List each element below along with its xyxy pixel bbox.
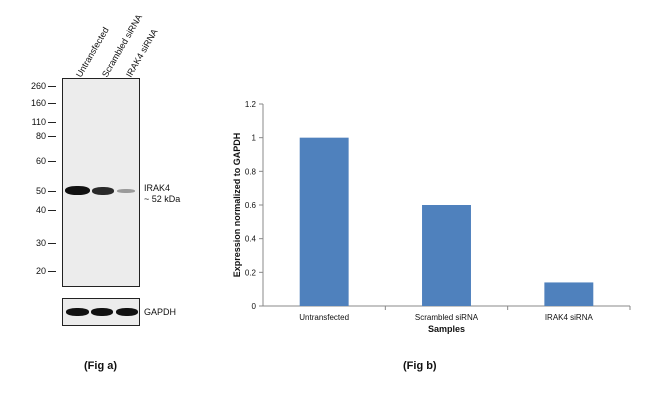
marker-tick <box>48 86 56 87</box>
marker-80: 80 <box>35 131 46 141</box>
y-tick-label: 0.2 <box>245 268 257 277</box>
fig-a-caption: (Fig a) <box>84 360 117 372</box>
band-irak4-untransfected <box>65 186 90 195</box>
marker-tick <box>48 243 56 244</box>
marker-tick <box>48 271 56 272</box>
y-tick-label: 0.6 <box>245 201 257 210</box>
marker-260: 260 <box>30 81 46 91</box>
blot-membrane-irak4 <box>62 78 140 287</box>
marker-60: 60 <box>35 156 46 166</box>
gapdh-label: GAPDH <box>144 307 177 317</box>
irak4-band-label: IRAK4 ~ 52 kDa <box>144 183 181 204</box>
band-gapdh-untransfected <box>66 308 89 316</box>
y-tick-label: 1 <box>252 134 257 143</box>
blot-membrane-gapdh <box>62 298 140 326</box>
marker-tick <box>48 103 56 104</box>
marker-40: 40 <box>35 205 46 215</box>
marker-30: 30 <box>35 238 46 248</box>
marker-tick <box>48 161 56 162</box>
y-axis-title: Expression normalized to GAPDH <box>232 133 242 278</box>
marker-tick <box>48 210 56 211</box>
band-gapdh-scrambled <box>91 308 113 316</box>
x-tick-label: Scrambled siRNA <box>415 313 479 322</box>
y-tick-label: 0.4 <box>245 235 257 244</box>
band-irak4-sirna <box>117 189 135 193</box>
x-tick-label: Untransfected <box>299 313 349 322</box>
bar-untransfected <box>299 137 349 306</box>
y-tick-label: 0.8 <box>245 167 257 176</box>
bar-scrambled-sirna <box>422 205 471 306</box>
fig-b-caption: (Fig b) <box>403 360 437 372</box>
marker-tick <box>48 136 56 137</box>
marker-160: 160 <box>30 98 46 108</box>
marker-110: 110 <box>31 117 46 127</box>
x-tick-label: IRAK4 siRNA <box>545 313 594 322</box>
y-tick-label: 0 <box>252 302 257 311</box>
marker-tick <box>48 191 56 192</box>
y-tick-label: 1.2 <box>245 100 257 109</box>
x-axis-title: Samples <box>428 324 465 334</box>
marker-tick <box>48 122 56 123</box>
band-irak4-scrambled <box>92 187 114 195</box>
marker-50: 50 <box>35 186 46 196</box>
band-gapdh-sirna <box>116 308 138 316</box>
bar-irak4-sirna <box>544 282 594 306</box>
marker-20: 20 <box>35 266 46 276</box>
